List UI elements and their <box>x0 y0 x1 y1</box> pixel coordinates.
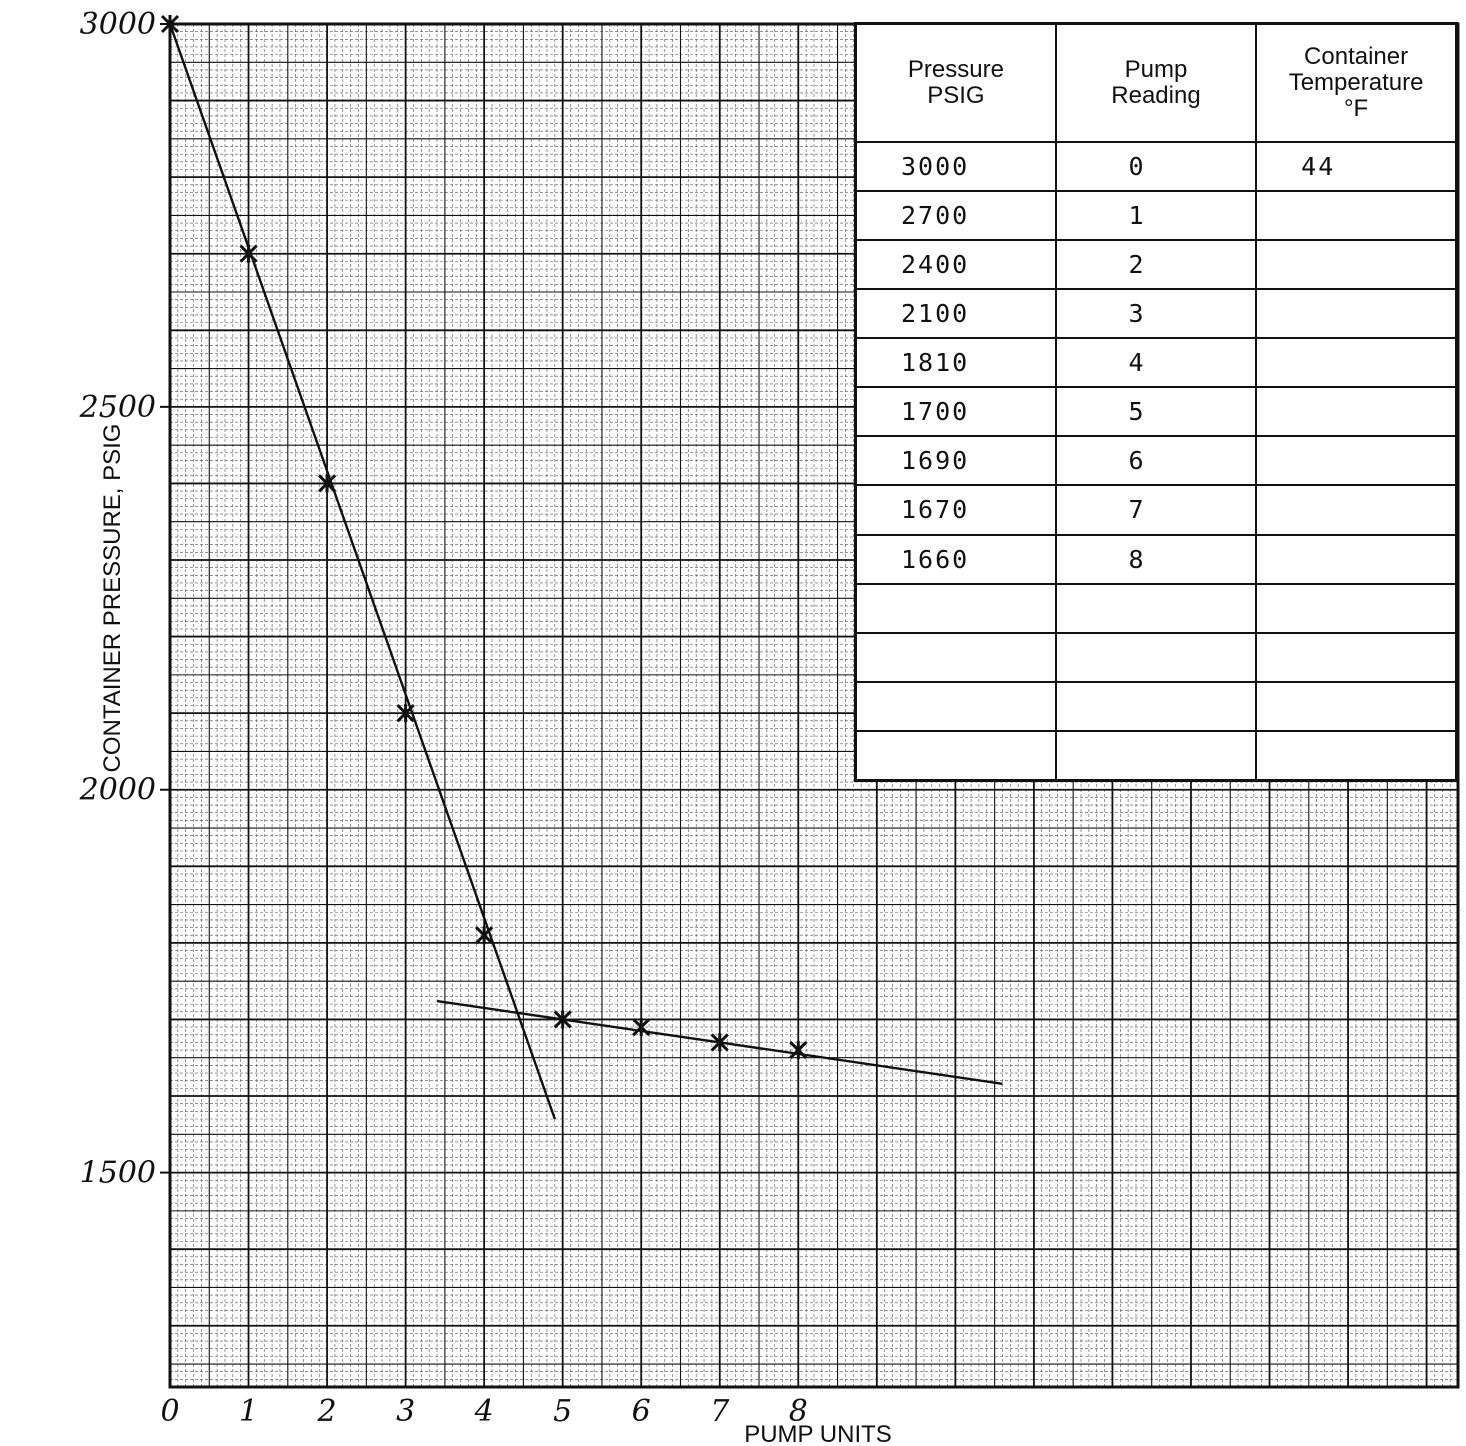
data-point <box>318 474 337 493</box>
y-tick-labels: 3000 2500 2000 1500 <box>79 7 156 1191</box>
table-row <box>854 631 1458 683</box>
x-tick-label: 4 <box>474 1394 494 1429</box>
table-cell: 2100 <box>854 288 1057 340</box>
y-tick-label: 1500 <box>80 1156 156 1191</box>
table-cell <box>1054 729 1258 782</box>
table-row: 2400 2 <box>854 239 1458 291</box>
data-point <box>553 1010 572 1029</box>
data-point <box>160 14 180 34</box>
fit-line-1 <box>168 23 556 1120</box>
table-cell <box>1255 729 1458 782</box>
data-points <box>160 14 808 1060</box>
x-tick-label: 5 <box>553 1394 572 1429</box>
table-cell: 4 <box>1054 337 1258 389</box>
table-cell: 1700 <box>854 386 1057 438</box>
table-header-cell: Pump Reading <box>1054 22 1258 143</box>
table-body: 3000 0 44 2700 1 2400 2 2100 3 1810 4 1700 5 1690 6 167… <box>854 140 1458 782</box>
table-cell: 3 <box>1054 288 1258 340</box>
table-cell <box>1255 239 1458 291</box>
table-row <box>854 729 1458 782</box>
table-header-cell: Container Temperature °F <box>1255 22 1458 143</box>
table-cell <box>1255 190 1458 242</box>
table-cell: 1810 <box>854 337 1057 389</box>
table-cell: 2400 <box>854 239 1057 291</box>
table-cell <box>854 631 1057 683</box>
table-cell <box>1054 582 1258 634</box>
table-row: 1670 7 <box>854 484 1458 536</box>
x-tick-label: 2 <box>317 1394 337 1429</box>
header-text: °F <box>1343 95 1369 122</box>
y-axis-label: CONTAINER PRESSURE, PSIG <box>99 424 126 773</box>
y-tick-label: 3000 <box>80 7 156 42</box>
table-cell <box>1054 680 1258 732</box>
x-tick-label: 1 <box>239 1394 258 1429</box>
header-text: Temperature <box>1288 69 1424 96</box>
table-cell: 1690 <box>854 435 1057 487</box>
data-point <box>789 1041 808 1060</box>
table-cell <box>1255 337 1458 389</box>
x-tick-label: 7 <box>710 1394 730 1429</box>
data-point <box>396 704 415 723</box>
table-header-row: Pressure PSIG Pump Reading Container Temperat… <box>854 22 1458 143</box>
table-cell: 2700 <box>854 190 1057 242</box>
table-cell: 6 <box>1054 435 1258 487</box>
plot-frame <box>160 22 1460 1389</box>
table-cell: 1 <box>1054 190 1258 242</box>
header-text: Reading <box>1111 82 1201 109</box>
table-cell <box>854 729 1057 782</box>
header-text: Pump <box>1124 56 1188 83</box>
x-tick-labels: 0 1 2 3 4 5 6 7 8 <box>160 1394 807 1429</box>
table-row: 1690 6 <box>854 435 1458 487</box>
x-axis-label: PUMP UNITS <box>744 1421 892 1446</box>
table-cell <box>1255 288 1458 340</box>
plot-border <box>168 22 1460 1389</box>
table-cell <box>1255 435 1458 487</box>
table-cell: 44 <box>1255 140 1458 193</box>
table-header-cell: Pressure PSIG <box>854 22 1057 143</box>
header-text: Pressure <box>907 56 1004 83</box>
x-tick-label: 0 <box>160 1394 179 1429</box>
table-row: 1660 8 <box>854 533 1458 585</box>
y-tick-label: 2500 <box>79 390 156 425</box>
table-row: 1700 5 <box>854 386 1458 438</box>
table-cell: 2 <box>1054 239 1258 291</box>
header-text: PSIG <box>927 82 985 109</box>
data-point <box>710 1033 729 1052</box>
table-cell <box>1255 533 1458 585</box>
table-row <box>854 582 1458 634</box>
data-point <box>632 1018 651 1037</box>
header-text: Container <box>1304 43 1409 70</box>
table-cell: 7 <box>1054 484 1258 536</box>
table-cell <box>1255 582 1458 634</box>
readings-table: Pressure PSIG Pump Reading Container Temperat… <box>854 22 1458 782</box>
table-cell <box>1054 631 1258 683</box>
table-row: 2100 3 <box>854 288 1458 340</box>
data-point <box>239 244 258 263</box>
table-cell: 1660 <box>854 533 1057 585</box>
table-cell: 3000 <box>854 140 1057 193</box>
table-cell: 0 <box>1054 140 1258 193</box>
table-row <box>854 680 1458 732</box>
table-cell <box>854 680 1057 732</box>
table-row: 3000 0 44 <box>854 140 1458 193</box>
table-cell <box>854 582 1057 634</box>
table-cell <box>1255 631 1458 683</box>
table-row: 1810 4 <box>854 337 1458 389</box>
y-tick-label: 2000 <box>79 773 156 808</box>
x-tick-label: 8 <box>789 1394 808 1429</box>
x-tick-label: 3 <box>396 1394 415 1429</box>
table-cell <box>1255 484 1458 536</box>
table-cell: 5 <box>1054 386 1258 438</box>
table-cell: 1670 <box>854 484 1057 536</box>
x-tick-label: 6 <box>632 1394 651 1429</box>
table-cell <box>1255 386 1458 438</box>
data-point <box>475 926 494 945</box>
table-row: 2700 1 <box>854 190 1458 242</box>
table-cell <box>1255 680 1458 732</box>
table-cell: 8 <box>1054 533 1258 585</box>
